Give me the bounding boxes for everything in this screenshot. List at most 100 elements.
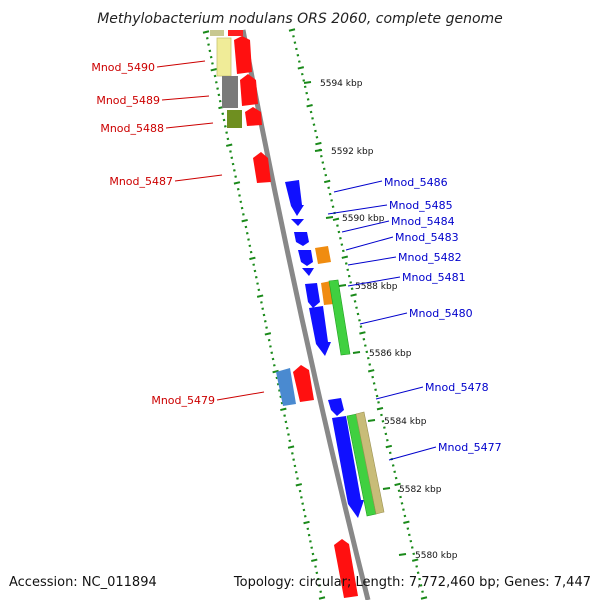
- major-tick: [225, 143, 233, 147]
- minor-tick: [403, 514, 407, 518]
- minor-tick: [314, 129, 317, 133]
- gene-label[interactable]: Mnod_5483: [395, 231, 459, 244]
- minor-tick: [372, 382, 376, 385]
- left-tick-ring: [202, 30, 326, 600]
- gene-arrow-5487: [253, 152, 271, 183]
- gene-label[interactable]: Mnod_5487: [109, 175, 173, 188]
- feature-5490-helper: [216, 37, 232, 77]
- minor-tick: [375, 394, 379, 398]
- major-tick: [287, 445, 295, 449]
- minor-tick: [418, 577, 421, 581]
- minor-tick: [305, 91, 309, 95]
- minor-tick: [293, 464, 297, 468]
- major-tick: [297, 66, 305, 70]
- major-tick: [350, 293, 357, 297]
- minor-tick: [410, 546, 414, 549]
- leader-line: [375, 386, 424, 400]
- plus-strand-features: [216, 36, 358, 598]
- gene-label[interactable]: Mnod_5489: [96, 94, 160, 107]
- minor-tick: [309, 110, 313, 114]
- minor-tick: [394, 476, 398, 480]
- minor-tick: [374, 388, 377, 391]
- minor-tick: [344, 262, 348, 265]
- minor-tick: [321, 161, 325, 164]
- gene-arrow-5480: [309, 306, 331, 356]
- gene-arrow-bottom: [334, 539, 358, 598]
- minor-tick: [349, 281, 353, 284]
- minor-tick: [416, 571, 420, 574]
- major-tick: [311, 558, 318, 562]
- major-tick: [233, 181, 241, 185]
- leader-line: [345, 236, 394, 251]
- minor-tick: [393, 470, 397, 474]
- minor-tick: [362, 338, 366, 341]
- leader-line: [165, 122, 214, 129]
- minor-tick: [391, 464, 395, 467]
- minor-tick: [283, 414, 286, 417]
- gene-label[interactable]: Mnod_5486: [384, 176, 448, 189]
- minor-tick: [263, 320, 267, 323]
- minor-tick: [207, 43, 210, 46]
- gene-label[interactable]: Mnod_5485: [389, 199, 453, 212]
- minor-tick: [272, 364, 276, 367]
- gene-label[interactable]: Mnod_5490: [91, 61, 155, 74]
- gene-label[interactable]: Mnod_5477: [438, 441, 502, 454]
- minor-tick: [368, 363, 372, 366]
- minor-tick: [356, 312, 360, 316]
- minor-tick: [234, 175, 237, 178]
- minor-tick: [254, 276, 258, 279]
- minor-tick: [229, 150, 232, 153]
- scale-label: 5586 kbp: [369, 349, 412, 359]
- minor-tick: [261, 307, 265, 310]
- minor-tick: [231, 162, 235, 166]
- minor-tick: [303, 85, 307, 89]
- minor-tick: [324, 173, 328, 177]
- minor-tick: [380, 413, 383, 417]
- leader-line: [174, 174, 223, 182]
- minor-tick: [225, 131, 228, 134]
- minor-tick: [310, 546, 314, 549]
- genome-backbone: [240, 29, 371, 600]
- minor-tick: [353, 300, 357, 303]
- minor-tick: [260, 301, 263, 304]
- scale-label: 5588 kbp: [355, 282, 398, 292]
- minor-tick: [322, 167, 326, 171]
- major-tick: [385, 444, 393, 449]
- leader-line: [156, 60, 206, 68]
- minor-tick: [205, 37, 209, 40]
- gene-label[interactable]: Mnod_5481: [402, 271, 466, 284]
- minor-tick: [230, 156, 234, 160]
- gene-arrow-5489: [240, 74, 258, 106]
- minor-tick: [306, 527, 310, 531]
- accession-text: Accession: NC_011894: [9, 575, 157, 590]
- major-tick: [241, 218, 248, 223]
- gene-label[interactable]: Mnod_5484: [391, 215, 455, 228]
- minor-tick: [397, 489, 401, 492]
- gene-label[interactable]: Mnod_5482: [398, 251, 462, 264]
- major-tick: [359, 331, 366, 335]
- leader-line: [347, 276, 401, 287]
- minor-tick: [269, 345, 272, 348]
- minor-tick: [238, 194, 241, 197]
- minor-tick: [223, 125, 227, 128]
- major-tick: [318, 596, 326, 600]
- gene-label[interactable]: Mnod_5480: [409, 307, 473, 320]
- gene-label[interactable]: Mnod_5478: [425, 381, 489, 394]
- minor-tick: [292, 35, 295, 38]
- minor-tick: [288, 439, 292, 443]
- minor-tick: [236, 187, 240, 191]
- minor-tick: [253, 269, 257, 273]
- gene-arrow-5478: [328, 398, 344, 416]
- major-tick: [376, 406, 384, 411]
- minor-tick: [298, 489, 302, 493]
- feature-5480-green: [328, 279, 351, 356]
- minor-tick: [213, 74, 217, 78]
- gene-label[interactable]: Mnod_5479: [151, 394, 215, 407]
- minus-strand-features: [285, 180, 385, 518]
- feature-5479-blue: [276, 368, 296, 406]
- minor-tick: [240, 206, 244, 210]
- minor-tick: [355, 306, 358, 309]
- gene-label[interactable]: Mnod_5488: [100, 122, 164, 135]
- minor-tick: [216, 87, 219, 90]
- gene-arrow-5479: [293, 365, 314, 402]
